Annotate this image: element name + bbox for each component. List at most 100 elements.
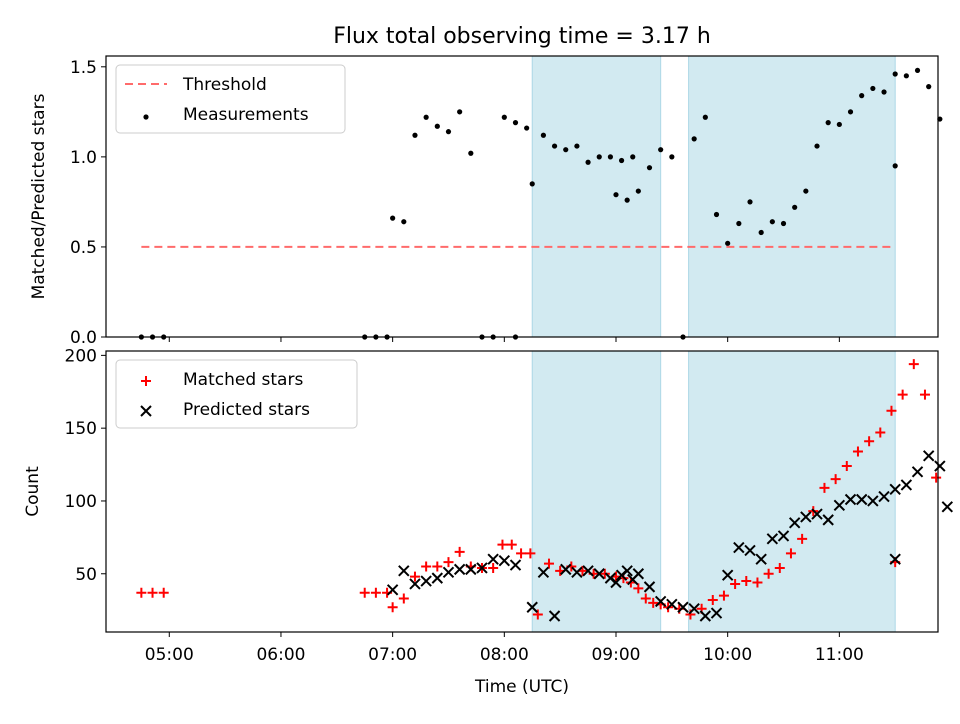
measurement-point [747, 199, 753, 205]
matched-point [506, 539, 517, 550]
predicted-point [699, 610, 712, 622]
legend-label: Threshold [182, 75, 267, 95]
predicted-point [911, 466, 924, 478]
matched-point [774, 562, 785, 573]
measurement-point [725, 240, 731, 246]
predicted-point [766, 533, 779, 545]
measurement-point [574, 143, 580, 149]
matched-point [497, 539, 508, 550]
measurement-point [524, 125, 530, 131]
matched-point [432, 561, 443, 572]
legend-label: Measurements [183, 105, 309, 125]
measurement-point [870, 85, 876, 92]
matched-point [648, 597, 659, 608]
matched-point [516, 548, 527, 559]
predicted-point [833, 499, 846, 512]
predicted-point [526, 601, 538, 613]
measurement-point [646, 165, 653, 171]
matched-point [543, 558, 554, 569]
matched-point [919, 389, 930, 400]
measurement-point [613, 192, 619, 198]
measurement-point [814, 143, 820, 149]
predicted-point [654, 595, 667, 608]
shaded-window [531, 350, 662, 633]
y-tick-label: 1.0 [70, 148, 97, 168]
measurement-point [457, 109, 463, 115]
shaded-window [531, 55, 662, 338]
legend-label: Matched stars [183, 370, 303, 390]
measurement-point [803, 188, 809, 194]
matched-point [718, 590, 729, 601]
predicted-point [632, 568, 645, 580]
matched-point [908, 359, 919, 370]
predicted-point [453, 563, 466, 576]
x-tick-label: 08:00 [480, 645, 529, 665]
matched-point [730, 578, 741, 589]
predicted-point [800, 511, 812, 523]
matched-point [841, 461, 852, 472]
y-axis-label: Matched/Predicted stars [29, 93, 49, 299]
x-tick-label: 10:00 [703, 645, 752, 665]
measurement-point [607, 154, 614, 160]
measurement-point [423, 114, 429, 120]
x-tick-label: 09:00 [591, 645, 640, 665]
predicted-point [420, 575, 432, 587]
measurement-point [881, 89, 887, 95]
predicted-point [744, 544, 756, 557]
predicted-point [593, 568, 605, 580]
predicted-point [560, 563, 572, 576]
matched-point [752, 577, 763, 588]
predicted-point [465, 563, 477, 576]
measurement-point [445, 129, 452, 135]
matched-point [864, 436, 875, 447]
matched-point [409, 571, 420, 582]
matched-point [443, 557, 454, 568]
matched-point [398, 593, 409, 604]
matched-point [387, 602, 398, 613]
measurement-point [390, 215, 396, 221]
measurement-point [847, 109, 854, 115]
matched-point [454, 546, 465, 557]
measurement-point [903, 73, 909, 79]
matched-point [741, 576, 752, 587]
predicted-point [889, 483, 901, 496]
matched-point [931, 472, 942, 483]
y-tick-label: 150 [65, 419, 97, 439]
y-tick-label: 200 [65, 346, 97, 366]
predicted-point [666, 598, 678, 611]
predicted-point [582, 565, 594, 577]
measurement-point [434, 123, 440, 129]
axes-frame [105, 350, 939, 633]
matched-point [707, 594, 718, 605]
legend-predicted-swatch [140, 405, 152, 417]
measurement-point [540, 132, 547, 138]
predicted-point [878, 490, 890, 503]
predicted-point [386, 584, 399, 596]
measurement-point [529, 181, 535, 187]
measurement-point [758, 229, 764, 236]
measurement-point [596, 154, 602, 160]
matched-point [785, 548, 796, 559]
measurement-point [658, 147, 664, 153]
matched-point [370, 587, 381, 598]
predicted-point [487, 553, 499, 565]
predicted-point [610, 576, 622, 589]
predicted-point [710, 607, 723, 619]
y-axis-label: Count [23, 466, 43, 517]
predicted-point [777, 530, 790, 542]
predicted-point [571, 566, 583, 579]
measurement-point [585, 159, 591, 165]
y-tick-label: 50 [75, 565, 97, 585]
predicted-point [688, 602, 700, 615]
matched-point [421, 561, 432, 572]
legend-label: Predicted stars [183, 400, 310, 420]
x-tick-label: 07:00 [368, 645, 417, 665]
predicted-point [431, 572, 444, 584]
legend-matched-swatch [141, 376, 151, 386]
count-panel: 05:00 06:00 07:00 08:00 09:00 10:00 11:00 50 100… [23, 346, 954, 697]
x-tick-label: 06:00 [256, 645, 305, 665]
measurement-point [618, 157, 625, 164]
predicted-point [822, 514, 834, 526]
matched-point [875, 427, 886, 438]
